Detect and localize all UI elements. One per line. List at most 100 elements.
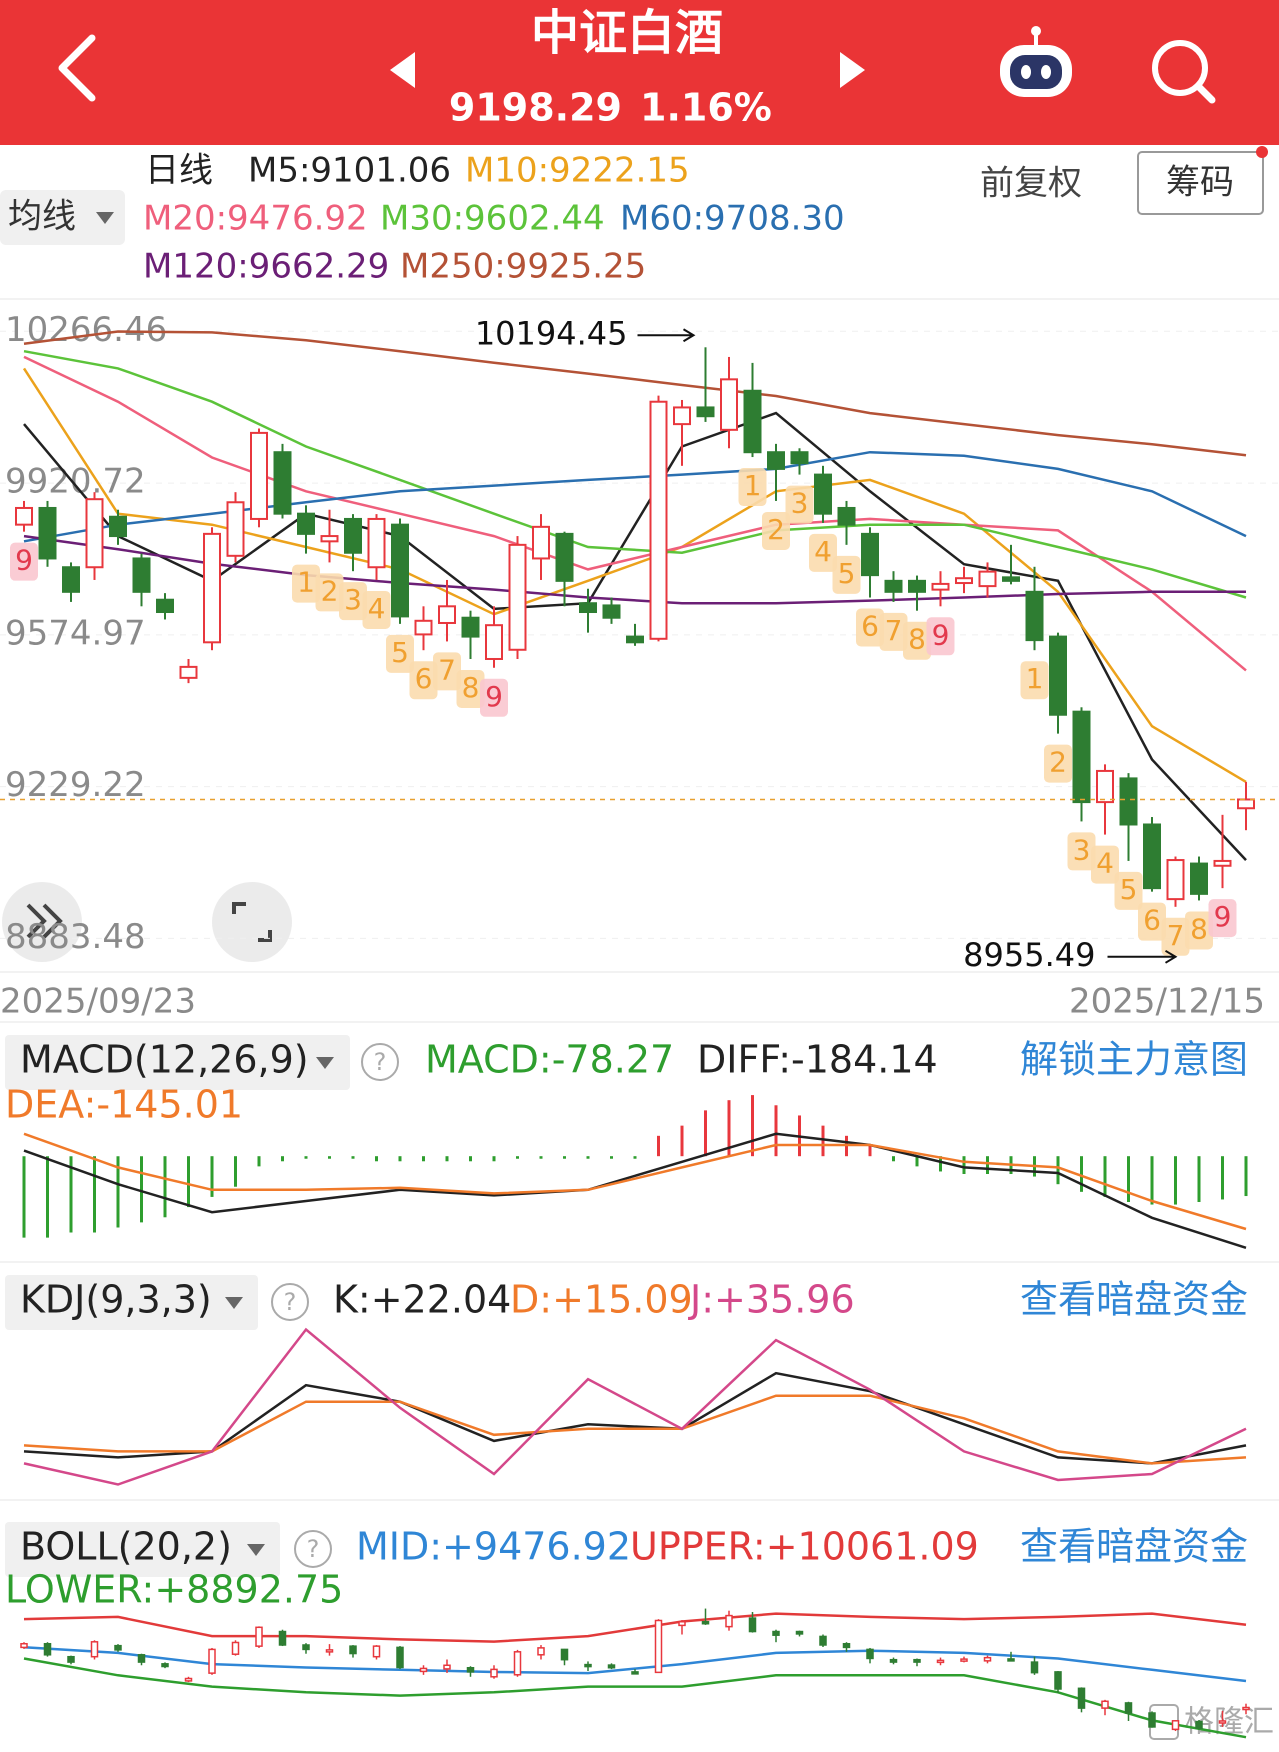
series-line: [23, 1394, 1247, 1465]
series-line: [23, 450, 1247, 543]
candle-body: [1054, 1671, 1062, 1690]
candle-body: [983, 1656, 992, 1662]
candle-body: [602, 604, 621, 619]
candle-body: [767, 451, 785, 470]
candle-body: [278, 1630, 287, 1646]
td-box: [480, 678, 508, 717]
candle-body: [109, 515, 127, 538]
td-box: [315, 573, 344, 612]
change: 1.16%: [640, 86, 772, 130]
candle-body: [38, 506, 57, 560]
td-count: 5: [1120, 873, 1138, 906]
candle-body: [1213, 859, 1232, 867]
series-line: [23, 1132, 1247, 1249]
min-annotation: 8955.49: [963, 936, 1095, 974]
candle-body: [772, 1630, 780, 1636]
candle-body: [297, 512, 315, 535]
link[interactable]: 解锁主力意图: [1020, 1038, 1248, 1082]
ma-menu[interactable]: [0, 190, 125, 245]
x-tick-label: 2025/12/15: [1069, 982, 1265, 1022]
link[interactable]: 查看暗盘资金: [1020, 1278, 1248, 1322]
search-button[interactable]: [1152, 40, 1216, 104]
back-button[interactable]: [58, 34, 96, 102]
candle-body: [1101, 1700, 1109, 1709]
candle-body: [1195, 1720, 1203, 1729]
candle-body: [1002, 576, 1020, 582]
next-button[interactable]: [840, 52, 865, 88]
help-icon[interactable]: [294, 1530, 332, 1568]
legend-label: LOWER:+8892.75: [5, 1568, 343, 1612]
td-count: 1: [297, 566, 315, 599]
td-box: [785, 485, 814, 524]
candle-body: [1190, 862, 1208, 895]
help-text: ?: [374, 1048, 387, 1076]
chips-button[interactable]: [1137, 151, 1264, 215]
legend-label: MACD:-78.27: [425, 1038, 674, 1082]
candle-body: [226, 501, 245, 557]
candle-body: [631, 1671, 639, 1675]
legend-label: MID:+9476.92: [356, 1525, 631, 1569]
series-line: [23, 1646, 1247, 1683]
candle-body: [466, 1667, 475, 1673]
indicator-menu[interactable]: [5, 1035, 350, 1090]
td-count: 6: [861, 610, 879, 643]
candle-body: [931, 582, 950, 591]
td-count: 8: [1190, 912, 1208, 945]
candle-body: [302, 1644, 310, 1651]
candle-body: [884, 579, 903, 593]
td-box: [386, 634, 414, 673]
candle-body: [1007, 1658, 1015, 1662]
candle-body: [273, 451, 292, 515]
legend-label: K:+22.04: [333, 1278, 511, 1322]
price: 9198.29: [449, 86, 622, 130]
candle-body: [696, 406, 715, 418]
series-line: [23, 330, 1247, 457]
candle-body: [908, 579, 926, 593]
candle-body: [678, 1620, 686, 1627]
candle-body: [743, 389, 762, 454]
td-box: [1208, 899, 1237, 938]
candle-body: [349, 1645, 357, 1655]
candle-body: [720, 378, 738, 431]
td-count: 9: [15, 544, 33, 577]
candle-body: [490, 1668, 498, 1678]
indicator-menu[interactable]: [5, 1275, 258, 1330]
candle-body: [842, 1642, 851, 1649]
candle-body: [67, 1655, 75, 1663]
candle-body: [790, 451, 809, 465]
legend-label: M10:9222.15: [465, 151, 690, 191]
candle-body: [1025, 590, 1044, 642]
candle-body: [837, 506, 856, 526]
robot-button[interactable]: [1000, 26, 1072, 97]
period: 日线: [145, 151, 213, 191]
help-icon[interactable]: [271, 1283, 309, 1321]
candle-body: [320, 535, 339, 543]
y-tick-label: 9229.22: [5, 765, 146, 805]
candle-body: [607, 1664, 616, 1669]
candle-body: [114, 1644, 122, 1651]
dropdown-arrow: [316, 1057, 334, 1069]
link[interactable]: 查看暗盘资金: [1020, 1525, 1248, 1569]
candle-body: [414, 619, 433, 636]
candle-body: [1237, 798, 1255, 810]
legend-label: M250:9925.25: [400, 247, 646, 287]
indicator-menu[interactable]: [5, 1522, 280, 1577]
candle-body: [1242, 1706, 1250, 1711]
help-icon[interactable]: [361, 1043, 399, 1081]
candle-body: [461, 616, 480, 638]
legend-label: J:+35.96: [688, 1278, 855, 1322]
fullscreen-button[interactable]: [212, 882, 292, 962]
prev-button[interactable]: [390, 52, 415, 88]
expand-button[interactable]: [2, 882, 82, 962]
candle-body: [913, 1658, 921, 1663]
min-arrow: [1107, 949, 1178, 964]
candle-body: [819, 1635, 827, 1646]
indicator-name: MACD(12,26,9): [20, 1038, 309, 1082]
td-box: [1185, 911, 1213, 950]
td-count: 8: [462, 671, 480, 704]
candle-body: [955, 577, 973, 585]
td-box: [456, 669, 485, 708]
candle-body: [231, 1641, 240, 1655]
adjust[interactable]: 前复权: [980, 164, 1082, 204]
